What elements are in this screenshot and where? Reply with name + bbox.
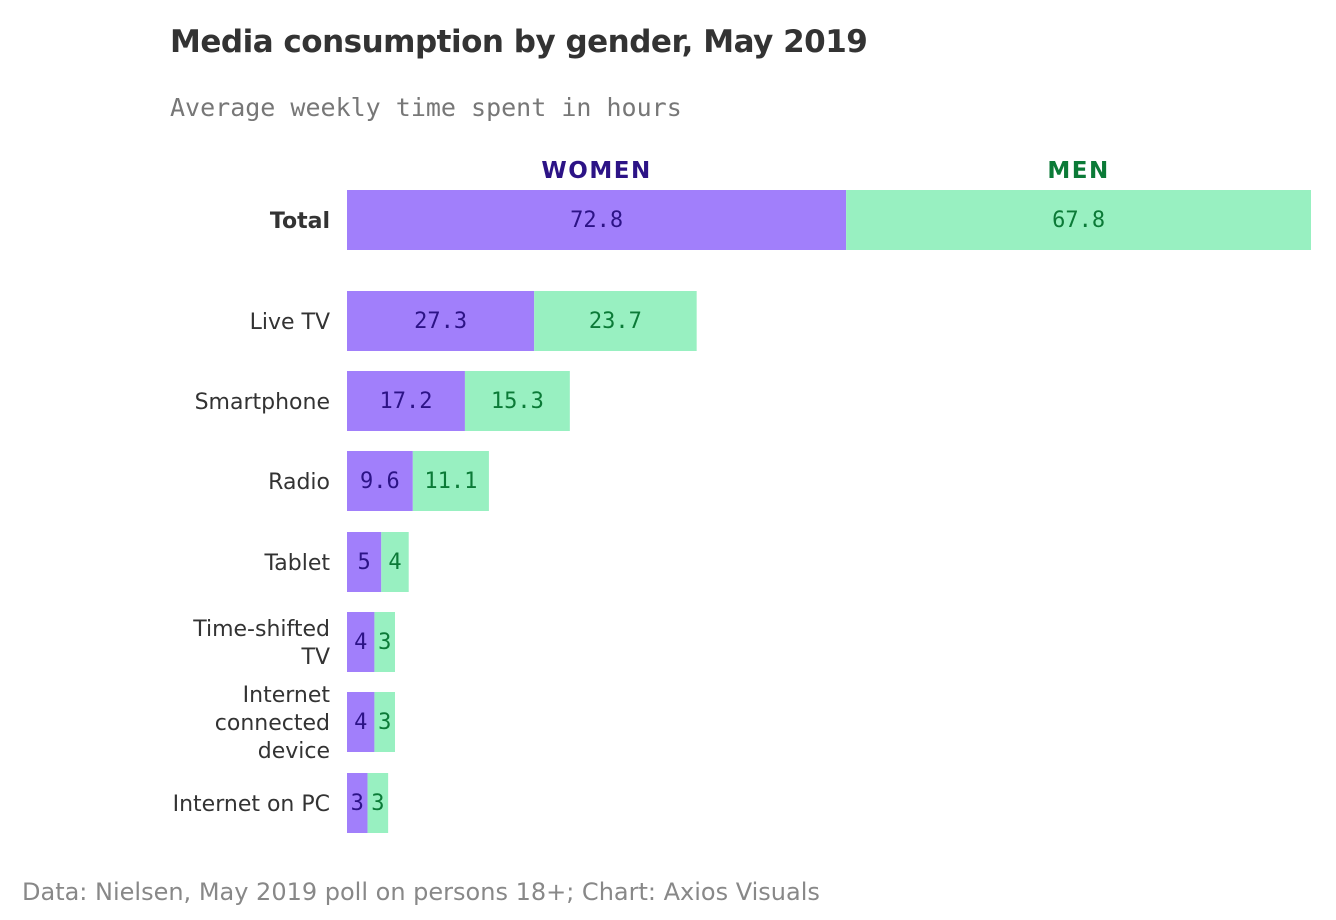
category-label-tablet: Tablet — [263, 551, 330, 576]
bar-men-live-tv — [534, 291, 697, 351]
category-label-total: Total — [270, 209, 330, 234]
category-label-internet-on-pc: Internet on PC — [173, 792, 330, 817]
chart-subtitle: Average weekly time spent in hours — [170, 93, 682, 122]
source-note: Data: Nielsen, May 2019 poll on persons … — [22, 878, 820, 906]
value-label-men-live-tv: 23.7 — [589, 309, 642, 334]
value-label-men-time-shifted-tv: 3 — [378, 630, 391, 655]
value-label-women-live-tv: 27.3 — [414, 309, 467, 334]
value-label-men-internet-on-pc: 3 — [371, 791, 384, 816]
value-label-women-time-shifted-tv: 4 — [354, 630, 367, 655]
category-label-time-shifted-tv: Time-shifted TV — [192, 617, 330, 670]
value-label-women-internet-on-pc: 3 — [351, 791, 364, 816]
value-label-men-internet-connected-device: 3 — [378, 710, 391, 735]
category-label-internet-connected-device: Internet connected device — [215, 683, 331, 764]
category-label-live-tv: Live TV — [250, 310, 330, 335]
legend-women: WOMEN — [541, 158, 651, 184]
bar-men-time-shifted-tv — [374, 612, 395, 672]
bar-men-internet-connected-device — [374, 692, 395, 752]
chart-title: Media consumption by gender, May 2019 — [170, 24, 868, 60]
bar-women-tablet — [347, 532, 382, 592]
bar-men-total — [846, 190, 1311, 250]
value-label-men-smartphone: 15.3 — [491, 389, 544, 414]
bar-men-radio — [412, 451, 489, 511]
bar-men-tablet — [381, 532, 409, 592]
bar-women-internet-on-pc — [347, 773, 368, 833]
value-label-men-radio: 11.1 — [424, 469, 477, 494]
bar-men-smartphone — [464, 371, 570, 431]
value-label-women-total: 72.8 — [570, 208, 623, 233]
bar-women-time-shifted-tv — [347, 612, 375, 672]
bar-women-total — [347, 190, 847, 250]
bar-women-smartphone — [347, 371, 465, 431]
bar-women-live-tv — [347, 291, 535, 351]
value-label-men-tablet: 4 — [388, 550, 401, 575]
bar-men-internet-on-pc — [367, 773, 389, 833]
legend-men: MEN — [1047, 158, 1109, 184]
bar-women-internet-connected-device — [347, 692, 375, 752]
category-label-radio: Radio — [268, 470, 330, 495]
value-label-women-tablet: 5 — [358, 550, 371, 575]
value-label-women-smartphone: 17.2 — [379, 389, 432, 414]
category-label-smartphone: Smartphone — [195, 390, 330, 415]
bar-women-radio — [347, 451, 413, 511]
value-label-men-total: 67.8 — [1052, 208, 1105, 233]
value-label-women-internet-connected-device: 4 — [354, 710, 367, 735]
value-label-women-radio: 9.6 — [360, 469, 400, 494]
